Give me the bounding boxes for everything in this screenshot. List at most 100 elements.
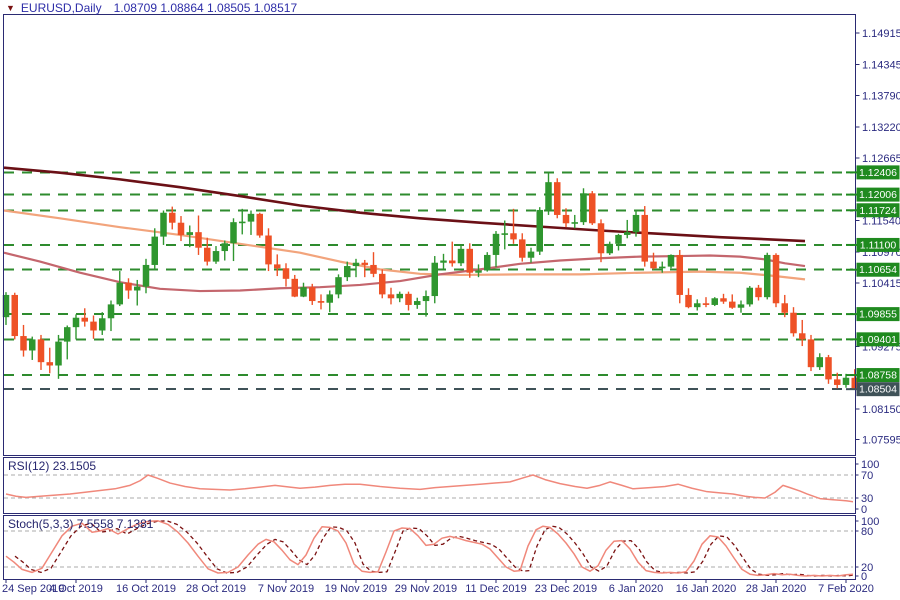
candle-down (597, 223, 605, 254)
candle-down (11, 294, 18, 337)
candle-down (807, 339, 815, 368)
date-axis-label: 4 Oct 2019 (49, 583, 103, 595)
candle-up (29, 339, 36, 351)
candle-down (317, 301, 325, 303)
candle-up (440, 260, 447, 263)
candle-up (352, 262, 360, 267)
candle-down (562, 214, 570, 224)
sr-level-badge (856, 237, 900, 252)
main-panel-border (3, 14, 856, 456)
sr-level-badge-label: 1.08758 (859, 370, 897, 382)
candle-up (746, 287, 753, 305)
candle-up (659, 266, 666, 269)
date-axis-label: 7 Nov 2019 (258, 583, 314, 595)
symbol-dropdown-icon[interactable]: ▼ (6, 3, 15, 13)
sr-level-badge (856, 332, 900, 347)
candle-down (720, 298, 727, 302)
candle-up (571, 222, 578, 224)
date-axis-label: 24 Sep 2019 (2, 583, 64, 595)
candle-down (851, 377, 858, 389)
candle-up (99, 318, 106, 331)
rsi-panel-border (3, 457, 856, 514)
price-axis-label: 1.14345 (862, 60, 900, 72)
candle-down (195, 232, 202, 248)
date-axis-label: 28 Jan 2020 (746, 583, 807, 595)
symbol-timeframe-label: EURUSD,Daily (20, 1, 102, 15)
chart-title: ▼ EURUSD,Daily 1.08709 1.08864 1.08505 1.0… (6, 1, 297, 15)
sr-level-badge-label: 1.09855 (859, 309, 897, 321)
candle-up (414, 301, 421, 305)
rsi-axis-label: 70 (861, 470, 873, 482)
candle-up (335, 277, 342, 295)
candle-up (55, 341, 62, 366)
sr-level-badge-label: 1.12406 (859, 167, 897, 179)
candle-down (37, 339, 45, 363)
candle-down (510, 233, 517, 240)
stoch-axis-label: 0 (861, 571, 867, 583)
rsi-axis-label: 30 (861, 493, 873, 505)
candle-down (405, 293, 412, 305)
date-axis-label: 19 Nov 2019 (325, 583, 387, 595)
candle-down (90, 321, 97, 331)
candle-up (116, 282, 123, 305)
candle-up (212, 251, 220, 262)
candle-down (772, 254, 780, 304)
candle-up (326, 294, 333, 303)
stoch-values: 7.5558 7.1381 (76, 517, 154, 531)
sr-level-badge (856, 165, 900, 180)
sr-level-badge (856, 187, 900, 202)
sr-level-badge (856, 262, 900, 277)
candle-down (379, 273, 386, 295)
candle-up (484, 254, 491, 271)
price-axis-label: 1.08150 (862, 404, 900, 416)
candle-up (247, 213, 255, 222)
candle-down (799, 333, 806, 340)
candle-down (554, 182, 561, 215)
candle-up (737, 304, 745, 308)
candle-down (265, 235, 272, 265)
candle-up (501, 233, 508, 235)
candle-up (492, 233, 500, 255)
candle-down (81, 317, 88, 322)
candle-up (239, 221, 246, 224)
candle-up (536, 209, 543, 252)
candle-up (711, 298, 718, 305)
price-axis-label: 1.13220 (862, 122, 900, 134)
candle-up (527, 251, 535, 258)
candle-down (291, 278, 298, 297)
stoch-indicator-label: Stoch(5,3,3) 7.5558 7.1381 (8, 517, 153, 531)
stoch-axis-label: 100 (861, 516, 879, 528)
candle-up (764, 254, 771, 298)
candle-down (46, 362, 53, 366)
candle-down (702, 303, 710, 305)
candle-up (134, 286, 141, 291)
candle-up (475, 270, 482, 273)
candle-up (107, 304, 115, 319)
candle-up (186, 232, 193, 235)
price-axis-label: 1.07595 (862, 435, 900, 447)
candle-up (221, 243, 228, 252)
candle-up (422, 296, 430, 302)
candle-down (676, 254, 683, 295)
candle-down (519, 239, 526, 258)
stoch-main-line (5, 520, 853, 577)
candle-down (387, 294, 395, 299)
rsi-indicator-label: RSI(12) 23.1505 (8, 459, 96, 473)
sr-level-badge-label: 1.11100 (860, 239, 897, 251)
candle-up (624, 232, 631, 235)
ma-line-slow (3, 166, 806, 243)
rsi-line (5, 474, 853, 503)
candle-up (816, 357, 823, 368)
price-axis-label: 1.11540 (862, 216, 900, 228)
candle-up (142, 264, 150, 287)
candle-down (825, 357, 832, 380)
candle-up (545, 182, 552, 210)
candle-down (20, 336, 27, 351)
sr-level-badge-label: 1.11724 (859, 205, 896, 217)
candle-down (650, 261, 657, 269)
date-axis-label: 23 Dec 2019 (535, 583, 597, 595)
candle-up (396, 293, 403, 299)
rsi-label-text: RSI(12) (8, 459, 50, 473)
